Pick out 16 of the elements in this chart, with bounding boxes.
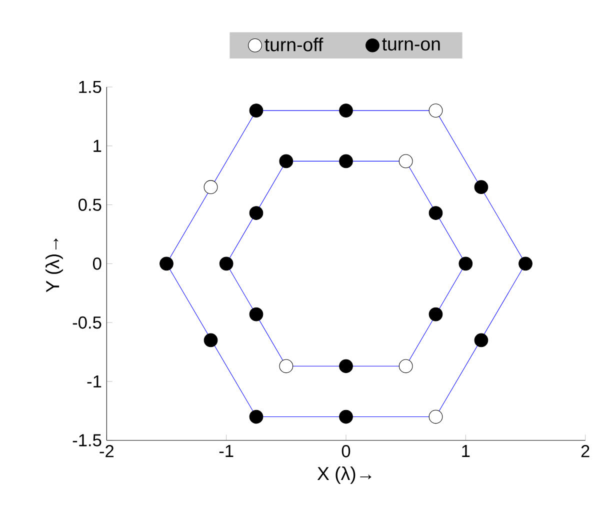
x-tick-label: 1 (462, 445, 470, 457)
x-axis-title: X (λ)→ (317, 466, 372, 484)
legend-label: turn-on (382, 38, 440, 51)
x-tick-label: 2 (581, 445, 590, 458)
y-axis-title: Y (λ)→ (46, 238, 63, 292)
x-tick-label: 0 (342, 445, 350, 458)
legend-label: turn-off (264, 38, 324, 52)
y-tick-label: 0.5 (78, 198, 102, 211)
y-tick-label: -1.5 (72, 434, 102, 446)
y-tick-label: -0.5 (72, 316, 102, 329)
y-tick-label: 0 (92, 258, 102, 270)
x-tick-label: -2 (100, 445, 114, 458)
y-tick-label: -1 (87, 375, 102, 388)
y-tick-label: 1.5 (79, 80, 102, 94)
x-tick-label: -1 (219, 445, 234, 457)
y-tick-label: 1 (94, 140, 102, 152)
